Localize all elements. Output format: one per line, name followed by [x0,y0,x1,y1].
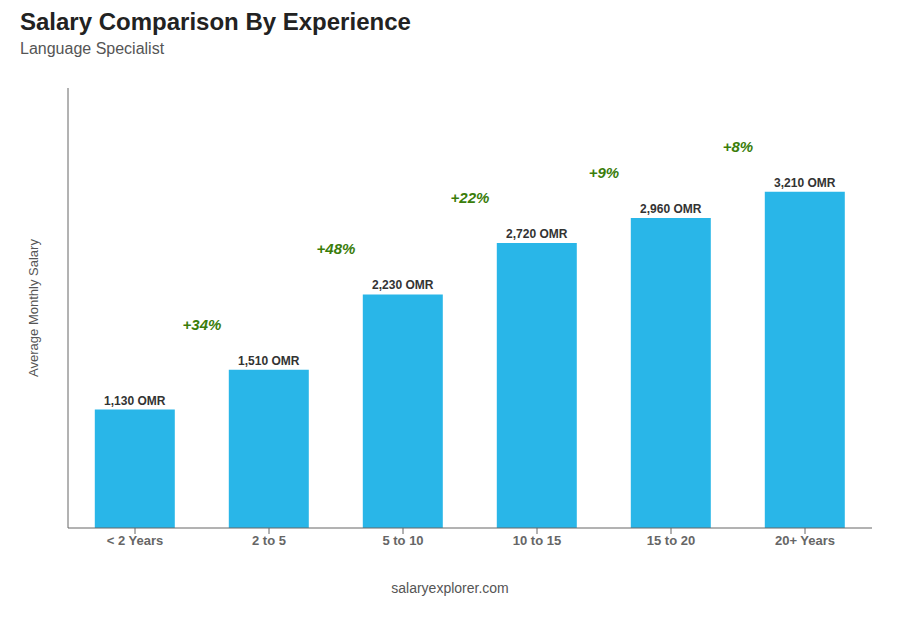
html-text:salaryexplorer.com: salaryexplorer.com [391,580,509,596]
svg-text:Average Monthly Salary: Average Monthly Salary [26,239,41,377]
svg-text:1,510 OMR: 1,510 OMR [238,354,300,368]
svg-text:+9%: +9% [589,164,619,181]
svg-text:2 to 5: 2 to 5 [252,533,286,548]
svg-text:20+ Years: 20+ Years [775,533,835,548]
svg-text:1,130 OMR: 1,130 OMR [104,394,166,408]
svg-text:15 to 20: 15 to 20 [647,533,695,548]
svg-text:2,960 OMR: 2,960 OMR [640,202,702,216]
svg-text:5 to 10: 5 to 10 [382,533,423,548]
svg-text:+34%: +34% [183,316,222,333]
html-text:Salary Comparison By Experienc: Salary Comparison By Experience [20,8,411,35]
html-text:Language Specialist: Language Specialist [20,40,165,57]
svg-text:+22%: +22% [451,189,490,206]
svg-text:2,720 OMR: 2,720 OMR [506,227,568,241]
svg-text:2,230 OMR: 2,230 OMR [372,278,434,292]
svg-text:3,210 OMR: 3,210 OMR [774,176,836,190]
svg-text:+8%: +8% [723,138,753,155]
svg-text:+48%: +48% [317,240,356,257]
svg-text:< 2 Years: < 2 Years [107,533,164,548]
svg-text:10 to 15: 10 to 15 [513,533,561,548]
